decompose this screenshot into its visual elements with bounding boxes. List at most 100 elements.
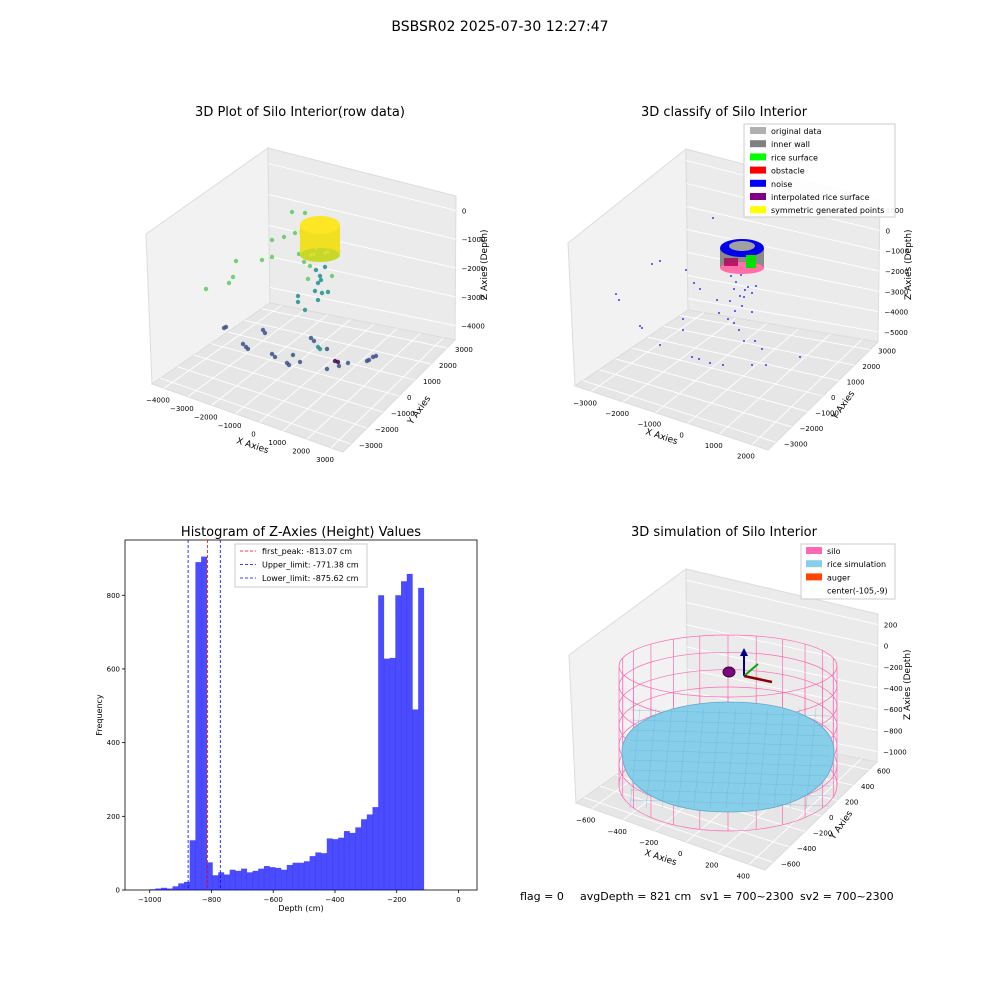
suptitle: BSBSR02 2025-07-30 12:27:47 <box>391 19 608 35</box>
panel2-noise-point <box>709 362 711 364</box>
panel2-cylinder-top-ring <box>729 241 755 251</box>
panel2-points <box>615 217 801 366</box>
panel3-legend-box <box>234 543 368 588</box>
panel1-z-gridline <box>269 256 456 298</box>
panel3-bar <box>389 657 396 890</box>
panel4-z-tick-label: −600 <box>883 706 902 714</box>
panel2-noise-point <box>682 318 684 320</box>
panel2-y-tick-label: 1000 <box>847 379 865 387</box>
panel2-x-tick-label: −3000 <box>573 399 597 407</box>
panel2-noise-point <box>765 364 767 366</box>
panel3-bar <box>309 856 316 890</box>
panel2-noise-point <box>743 340 745 342</box>
panel2-noise-point <box>729 300 731 302</box>
panel2-noise-point <box>734 310 736 312</box>
panel2-noise-point <box>691 356 693 358</box>
panel1-point <box>230 274 236 280</box>
panel1-point <box>314 246 318 250</box>
panel1-point <box>313 267 319 273</box>
panel4-ticks: −600−400−2000200400−600−400−200020040060… <box>576 622 907 881</box>
panel1-z-tick-label: −4000 <box>461 323 485 331</box>
panel2-y-gridline <box>599 369 792 428</box>
panel3-bar <box>355 827 362 890</box>
panel3-title: Histogram of Z-Axies (Height) Values <box>181 525 421 540</box>
panel2-z-tick-label: −3000 <box>885 288 909 296</box>
panel4-rice-body <box>621 701 835 813</box>
panel2-noise-point <box>693 282 695 284</box>
panel2-legend-swatch <box>750 127 766 134</box>
panel2-noise-point <box>751 292 753 294</box>
panel3-bar <box>406 573 413 890</box>
panel1-point <box>309 253 313 257</box>
panel3-bar <box>235 870 242 890</box>
panel2-y-tick-label: −2000 <box>800 425 824 433</box>
panel1-point <box>318 277 324 283</box>
panel1-point <box>308 335 314 341</box>
panel3-bar <box>172 886 179 890</box>
panel2-noise-point <box>730 275 732 277</box>
panel1-y-gridline <box>227 331 416 381</box>
panel1-point <box>326 250 330 254</box>
panel3-bar <box>383 658 390 890</box>
panel1-point <box>335 231 339 235</box>
panel2-noise-point <box>698 358 700 360</box>
panel1-y-gridline <box>177 366 368 429</box>
panel1-point <box>316 240 320 244</box>
panel4-z-tick-label: −1000 <box>883 748 907 756</box>
footer-sv2: sv2 = 700~2300 <box>800 890 894 903</box>
panel2-z-tick-label: −4000 <box>884 309 908 317</box>
panel4-rice-mesh-line <box>709 707 721 809</box>
panel2-noise-point <box>751 311 753 313</box>
panel3-legend-label: Upper_limit: -771.38 cm <box>262 561 359 570</box>
panel1-point <box>328 244 332 248</box>
panel1-point <box>307 263 313 269</box>
panel4-legend-label: auger <box>827 573 851 582</box>
panel3-bar <box>372 807 379 890</box>
panel4-rice-mesh-line <box>629 719 831 727</box>
panel4-legend-swatch <box>806 547 822 554</box>
panel4-y-tick-label: −600 <box>781 860 800 868</box>
panel1-ticks: −4000−3000−2000−10000100020003000−3000−2… <box>146 207 485 463</box>
panel1-point <box>321 233 325 237</box>
panel1-y-tick-label: 0 <box>407 394 411 402</box>
panel2-noise-point <box>716 299 718 301</box>
panel3-bar <box>349 832 356 890</box>
panel1-point <box>269 254 275 260</box>
panel2-z-tick-label: −5000 <box>884 329 908 337</box>
panel2-legend-label: symmetric generated points <box>771 206 884 215</box>
panel2-noise-point <box>639 325 641 327</box>
panel2-noise-point <box>739 295 741 297</box>
panel1-pane-floor <box>150 302 457 453</box>
panel3-bar <box>161 887 168 890</box>
panel4-x-tick-label: −400 <box>608 828 627 836</box>
panel4-xlabel: X Axies <box>643 848 678 868</box>
panel1-point <box>290 352 296 358</box>
panel2-y-gridline <box>615 358 808 412</box>
panel3-bar <box>298 862 305 890</box>
panel3-legend-label: first_peak: -813.07 cm <box>262 547 352 556</box>
panel3-legend: first_peak: -813.07 cm Upper_limit: -771.… <box>234 543 368 588</box>
panel1-point <box>272 354 278 360</box>
panel4-rice-mesh-line <box>629 759 831 767</box>
panel-histogram: Histogram of Z-Axies (Height) Values −10… <box>95 525 478 913</box>
panel3-bar <box>321 853 327 890</box>
panel4-z-tick-label: 200 <box>884 622 897 630</box>
panel4-rice-mesh-line <box>629 749 831 757</box>
panel1-point <box>335 359 341 365</box>
panel3-x-tick-label: 0 <box>456 896 460 904</box>
panel4-rice-mesh-line <box>629 769 831 777</box>
panel2-y-tick-label: 0 <box>831 394 835 402</box>
panel2-x-tick-label: −1000 <box>638 421 662 429</box>
panel2-x-tick-label: 0 <box>679 431 683 439</box>
panel1-xlabel: X Axies <box>235 436 270 456</box>
panel3-bar <box>315 852 322 890</box>
panel4-axis-arrow-y <box>743 663 759 677</box>
panel2-noise-point <box>641 327 643 329</box>
panel4-legend-swatch <box>806 586 822 594</box>
panel3-xlabel: Depth (cm) <box>278 904 323 913</box>
panel1-y-tick-label: 2000 <box>439 362 457 370</box>
panel2-title: 3D classify of Silo Interior <box>641 105 808 120</box>
panel2-legend-swatch <box>750 206 766 214</box>
panel1-point <box>240 341 246 347</box>
panel1-point <box>317 346 323 352</box>
